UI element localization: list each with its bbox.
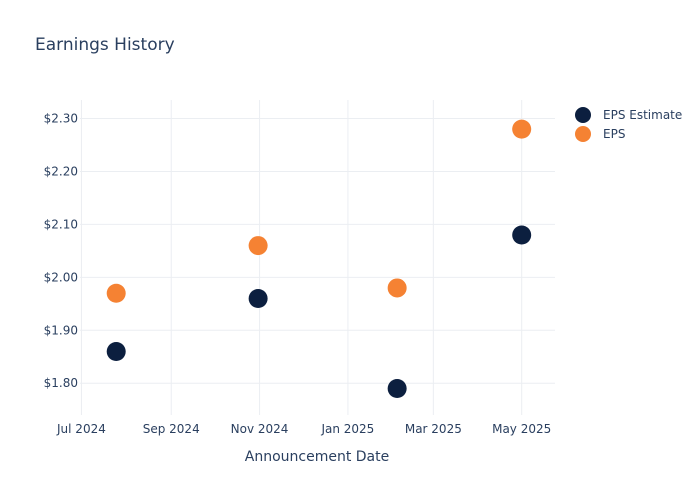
- legend: EPS Estimate EPS: [575, 107, 682, 142]
- y-tick-label: $2.30: [44, 112, 78, 126]
- eps-point[interactable]: [248, 236, 268, 256]
- legend-label[interactable]: EPS Estimate: [603, 108, 682, 122]
- y-tick-label: $2.20: [44, 164, 78, 178]
- x-tick-label: Jul 2024: [56, 422, 106, 436]
- x-tick-label: Nov 2024: [231, 422, 289, 436]
- eps-point[interactable]: [387, 278, 407, 298]
- eps-point[interactable]: [106, 283, 126, 303]
- y-tick-label: $1.90: [44, 323, 78, 337]
- y-axis-ticks: $1.80 $1.90 $2.00 $2.10 $2.20 $2.30: [44, 112, 78, 391]
- data-points: [106, 119, 532, 399]
- x-tick-label: Jan 2025: [320, 422, 374, 436]
- grid-layer: [80, 100, 555, 415]
- y-tick-label: $2.00: [44, 270, 78, 284]
- eps-estimate-point[interactable]: [387, 379, 407, 399]
- eps-point[interactable]: [512, 119, 532, 139]
- eps-estimate-point[interactable]: [248, 289, 268, 309]
- legend-marker[interactable]: [575, 107, 591, 123]
- legend-marker[interactable]: [575, 126, 591, 142]
- y-tick-label: $1.80: [44, 376, 78, 390]
- eps-estimate-point[interactable]: [512, 225, 532, 245]
- x-tick-label: Sep 2024: [143, 422, 200, 436]
- chart-title: Earnings History: [35, 35, 175, 55]
- x-axis-label: Announcement Date: [245, 449, 389, 465]
- y-tick-label: $2.10: [44, 217, 78, 231]
- eps-estimate-point[interactable]: [106, 341, 126, 361]
- x-tick-label: May 2025: [492, 422, 551, 436]
- x-tick-label: Mar 2025: [405, 422, 462, 436]
- x-axis-ticks: Jul 2024 Sep 2024 Nov 2024 Jan 2025 Mar 2025…: [56, 422, 551, 436]
- legend-label[interactable]: EPS: [603, 127, 625, 141]
